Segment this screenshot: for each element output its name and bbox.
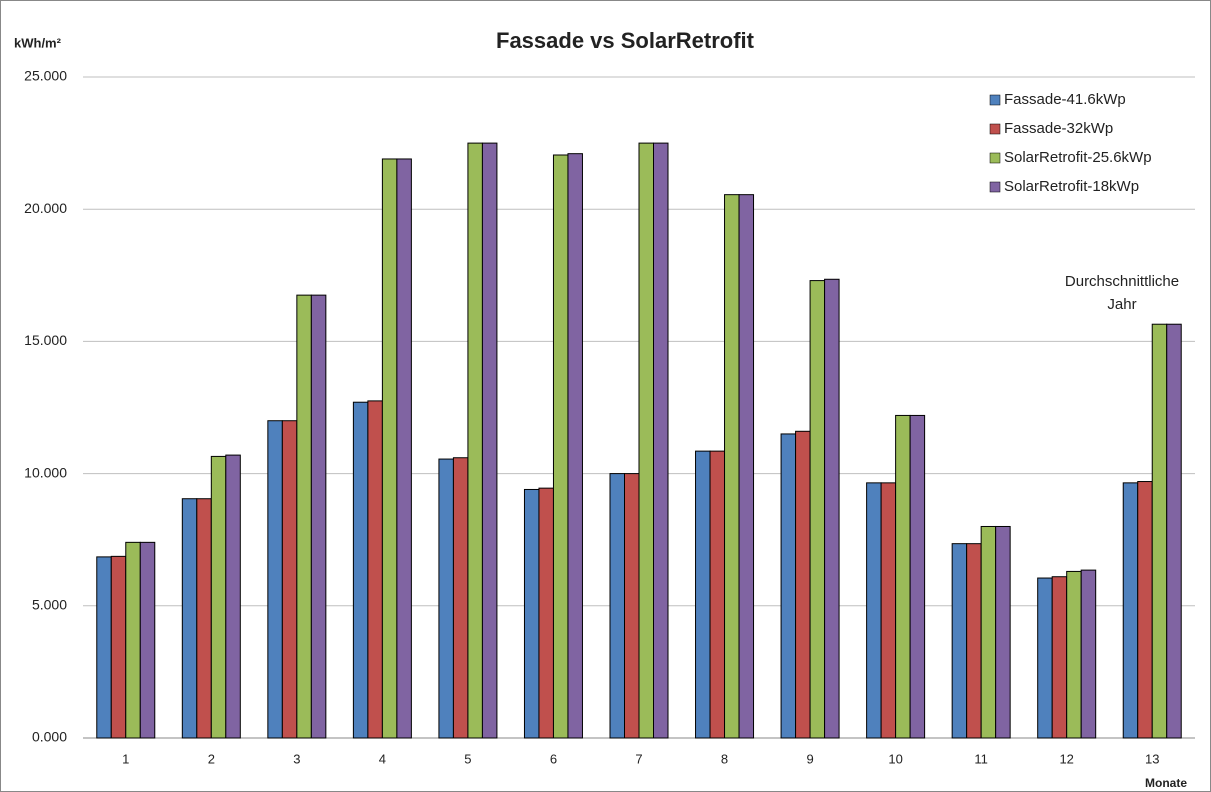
bar — [281, 420, 298, 739]
bar — [352, 401, 369, 739]
bar — [210, 455, 227, 739]
legend-swatch — [989, 123, 1001, 135]
y-tick-label: 0.000 — [32, 729, 67, 745]
bar — [780, 433, 797, 739]
bar — [567, 153, 583, 739]
x-tick-label: 12 — [1059, 751, 1073, 766]
x-tick-label: 5 — [464, 751, 471, 766]
bar — [467, 142, 483, 739]
x-tick-label: 9 — [806, 751, 813, 766]
bar — [638, 142, 654, 739]
legend-label: SolarRetrofit-25.6kWp — [1004, 149, 1152, 166]
annotation: Durchschnittliche — [1065, 273, 1179, 290]
y-tick-label: 5.000 — [32, 597, 67, 613]
bar — [267, 420, 283, 739]
bar — [196, 498, 212, 739]
y-tick-label: 25.000 — [24, 68, 67, 84]
bar — [909, 414, 926, 739]
bar — [866, 482, 882, 739]
bar — [895, 414, 911, 739]
bar — [824, 278, 840, 739]
bar — [1166, 323, 1182, 739]
bar — [110, 555, 127, 739]
bar — [1066, 570, 1082, 739]
bar — [809, 280, 826, 739]
bar — [296, 294, 312, 739]
bar — [1037, 577, 1053, 739]
bar — [738, 194, 755, 739]
bar — [538, 487, 554, 739]
legend-label: SolarRetrofit-18kWp — [1004, 178, 1139, 195]
bar — [1051, 576, 1068, 739]
x-tick-label: 8 — [721, 751, 728, 766]
bar — [709, 450, 726, 739]
y-axis-label: kWh/m² — [14, 35, 62, 50]
bar — [624, 473, 640, 739]
bar — [724, 194, 740, 739]
bar — [995, 525, 1011, 739]
bar — [1151, 323, 1168, 739]
x-tick-label: 1 — [122, 751, 129, 766]
bar — [1122, 482, 1139, 739]
bar — [396, 158, 412, 739]
x-tick-label: 6 — [550, 751, 557, 766]
bar — [966, 543, 982, 739]
x-tick-label: 3 — [293, 751, 300, 766]
x-tick-label: 2 — [208, 751, 215, 766]
y-tick-label: 15.000 — [24, 332, 67, 348]
bar — [951, 543, 968, 739]
x-tick-label: 11 — [974, 751, 988, 766]
bar — [481, 142, 498, 739]
bar — [96, 556, 112, 739]
bar — [609, 473, 625, 739]
x-tick-label: 10 — [888, 751, 902, 766]
bar — [139, 541, 156, 739]
legend-label: Fassade-41.6kWp — [1004, 91, 1126, 108]
bar — [1137, 481, 1153, 739]
bar — [125, 541, 141, 739]
bar — [181, 498, 198, 739]
bar — [880, 482, 897, 739]
bar — [552, 154, 569, 739]
bar — [452, 457, 469, 739]
y-tick-label: 10.000 — [24, 464, 67, 480]
bar — [695, 450, 711, 739]
bar — [438, 458, 454, 739]
x-axis-label: Monate — [1145, 776, 1187, 790]
bar — [310, 294, 327, 739]
bar — [381, 158, 398, 739]
legend-swatch — [989, 152, 1001, 164]
annotation: Jahr — [1107, 296, 1136, 313]
bar — [225, 454, 241, 739]
x-tick-label: 4 — [379, 751, 386, 766]
x-tick-label: 7 — [635, 751, 642, 766]
x-tick-label: 13 — [1145, 751, 1159, 766]
chart-title: Fassade vs SolarRetrofit — [496, 28, 755, 53]
bar — [367, 400, 383, 739]
legend-label: Fassade-32kWp — [1004, 120, 1113, 137]
bar — [653, 142, 669, 739]
bar — [523, 488, 540, 739]
legend-swatch — [989, 94, 1001, 106]
bar — [795, 430, 811, 739]
bar — [1080, 569, 1097, 739]
bar — [980, 525, 997, 739]
legend-swatch — [989, 181, 1001, 193]
y-tick-label: 20.000 — [24, 200, 67, 216]
